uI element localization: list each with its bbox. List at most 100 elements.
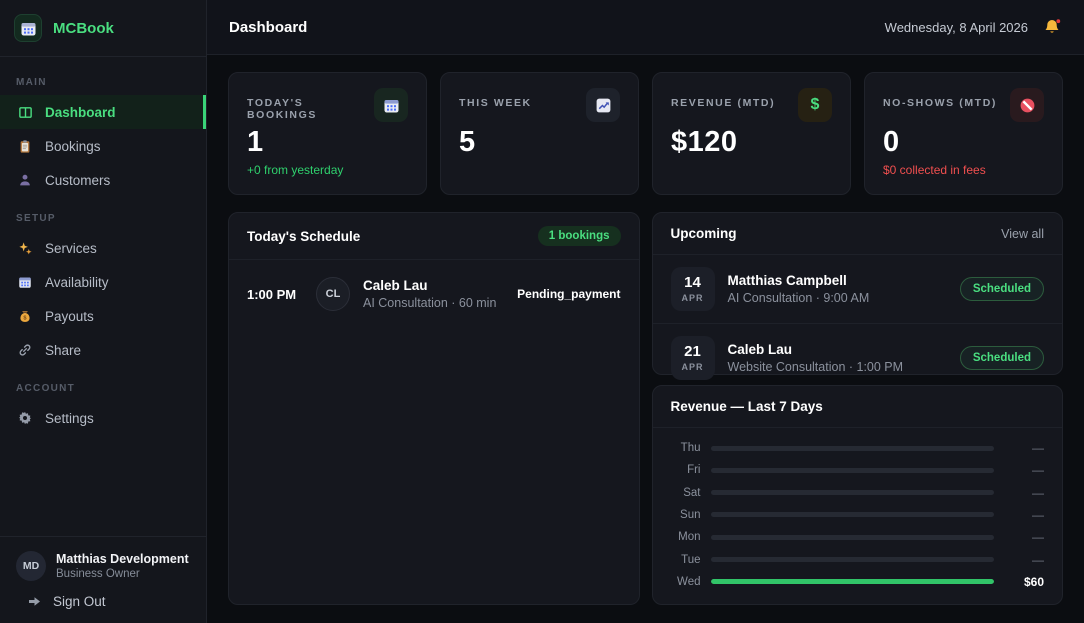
chart-category-label: Sat [683, 486, 701, 499]
stat-value: 5 [459, 126, 476, 158]
dashboard-icon [16, 105, 34, 120]
top-bar: Dashboard Wednesday, 8 April 2026 [207, 0, 1084, 55]
chart-bar-track [710, 467, 994, 473]
gear-icon [16, 411, 34, 425]
sidebar-item-label: Availability [45, 274, 109, 290]
stat-value: 1 [247, 126, 264, 158]
calendar-icon [374, 88, 408, 122]
user-role: Business Owner [56, 568, 140, 580]
sidebar-item-services[interactable]: Services [0, 231, 206, 265]
revenue-chart-rows: Thu — Fri — Sat — Sun — Mon — Tue — Wed $60 [653, 428, 1063, 604]
sidebar-item-settings[interactable]: Settings [0, 401, 206, 435]
chart-value-label: — [1032, 441, 1044, 455]
bell-icon[interactable] [1043, 18, 1062, 36]
booking-details: Website Consultation · 1:00 PM [727, 360, 904, 374]
chart-category-label: Thu [680, 442, 701, 454]
chart-bar-track [710, 445, 994, 451]
chart-row-wed: Wed $60 [671, 574, 1044, 589]
sidebar-item-label: Bookings [45, 138, 101, 154]
sidebar-item-label: Payouts [45, 308, 94, 324]
chart-value-label: — [1032, 507, 1044, 522]
sign-out-label: Sign Out [53, 594, 106, 609]
svg-text:$: $ [23, 315, 27, 321]
chart-value-label: — [1032, 530, 1044, 545]
chart-category-label: Sun [680, 508, 701, 521]
sidebar-item-availability[interactable]: Availability [0, 265, 206, 299]
user-profile: MD Matthias Development Business Owner [16, 551, 190, 581]
view-all-link[interactable]: View all [1001, 226, 1044, 241]
customer-avatar: CL [316, 277, 350, 311]
chart-row-sun: Sun — [671, 507, 1044, 522]
sidebar-item-label: Customers [45, 172, 111, 188]
booking-details: AI Consultation · 9:00 AM [727, 291, 870, 305]
app-name: MCBook [53, 19, 114, 37]
stat-subtext: $0 collected in fees [883, 163, 986, 177]
revenue-chart-panel: Revenue — Last 7 Days Thu — Fri — Sat — Sun — Mo… [651, 385, 1063, 605]
chart-bar-track [710, 490, 994, 496]
page-title: Dashboard [229, 18, 308, 36]
sidebar-user-section: MD Matthias Development Business Owner S… [0, 536, 206, 623]
link-icon [16, 343, 34, 357]
status-badge: Scheduled [959, 346, 1044, 370]
booking-status: Pending_payment [517, 287, 621, 301]
sidebar-nav: MAIN Dashboard [0, 57, 206, 536]
stat-value: $120 [671, 126, 738, 158]
stat-label: THIS WEEK [459, 97, 532, 109]
customer-name: Caleb Lau [363, 278, 428, 293]
main-column: Dashboard Wednesday, 8 April 2026 TODAY'… [207, 0, 1084, 623]
sidebar-item-label: Dashboard [45, 104, 116, 120]
sidebar-item-label: Settings [45, 410, 94, 426]
chart-category-label: Fri [687, 464, 701, 477]
customer-name: Matthias Campbell [727, 273, 847, 288]
calendar-logo-icon [14, 14, 42, 42]
chart-row-sat: Sat — [671, 486, 1044, 500]
bookings-count-badge: 1 bookings [537, 226, 621, 246]
booking-time: 1:00 PM [247, 286, 297, 302]
user-name: Matthias Development [56, 552, 189, 566]
upcoming-title: Upcoming [670, 226, 737, 241]
todays-schedule-panel: Today's Schedule 1 bookings 1:00 PM CL C… [228, 212, 640, 605]
chart-row-fri: Fri — [671, 463, 1044, 478]
section-label-setup: SETUP [16, 213, 56, 224]
upcoming-booking-row[interactable]: 21 APR Caleb Lau Website Consultation · … [652, 323, 1062, 392]
right-column: Upcoming View all 14 APR Matthias Campbe… [651, 212, 1063, 605]
chart-up-icon [586, 88, 620, 122]
chart-value-label: — [1032, 552, 1044, 567]
stat-card-revenue: REVENUE (MTD) $ $120 [652, 72, 851, 195]
chart-title: Revenue — Last 7 Days [670, 399, 823, 414]
schedule-booking-row[interactable]: 1:00 PM CL Caleb Lau AI Consultation · 6… [229, 260, 639, 328]
person-icon [16, 173, 34, 187]
sign-out-button[interactable]: Sign Out [16, 594, 190, 609]
stat-card-this-week: THIS WEEK 5 [440, 72, 639, 195]
stat-card-todays-bookings: TODAY'S BOOKINGS [228, 72, 427, 195]
chart-bar-fill [710, 579, 994, 585]
date-month: APR [681, 293, 704, 303]
booking-details: AI Consultation · 60 min [363, 296, 497, 310]
stat-value: 0 [883, 126, 900, 158]
stat-label: TODAY'S BOOKINGS [247, 97, 317, 121]
chart-bar-track [710, 534, 994, 540]
sidebar: MCBook MAIN Dashboard [0, 0, 207, 623]
date-box: 14 APR [670, 267, 715, 311]
date-day: 14 [684, 274, 701, 291]
chart-value-label: $60 [1023, 574, 1044, 589]
sidebar-item-payouts[interactable]: $ Payouts [0, 299, 206, 333]
chart-category-label: Wed [677, 575, 701, 588]
chart-bar-track [710, 512, 994, 518]
app-logo[interactable]: MCBook [0, 0, 206, 57]
upcoming-booking-row[interactable]: 14 APR Matthias Campbell AI Consultation… [653, 255, 1063, 323]
section-label-account: ACCOUNT [16, 383, 76, 394]
sidebar-item-customers[interactable]: Customers [0, 163, 206, 197]
stat-card-no-shows: NO-SHOWS (MTD) 0 $0 collected in fees [864, 72, 1063, 195]
stat-subtext: +0 from yesterday [247, 163, 344, 177]
sidebar-item-share[interactable]: Share [0, 333, 206, 367]
chart-row-tue: Tue — [671, 552, 1044, 567]
panels-row: Today's Schedule 1 bookings 1:00 PM CL C… [228, 212, 1063, 605]
calendar-icon [16, 275, 34, 289]
sparkles-icon [16, 241, 34, 256]
sidebar-item-bookings[interactable]: Bookings [0, 129, 206, 163]
chart-value-label: — [1032, 463, 1044, 478]
sidebar-item-dashboard[interactable]: Dashboard [0, 95, 206, 129]
chart-bar-track [710, 557, 994, 563]
chart-category-label: Tue [681, 553, 701, 566]
